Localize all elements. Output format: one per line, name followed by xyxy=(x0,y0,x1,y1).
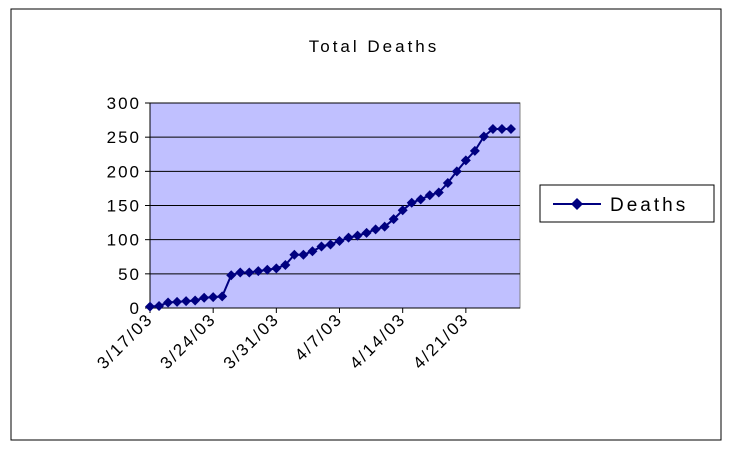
y-axis: 0 50 100 150 200 250 300 xyxy=(107,94,151,318)
data-point xyxy=(226,270,237,281)
data-point xyxy=(361,227,372,238)
data-point xyxy=(433,187,444,198)
legend-marker-icon xyxy=(571,198,583,210)
series-deaths xyxy=(145,123,516,312)
data-point xyxy=(172,296,183,307)
data-point xyxy=(388,214,399,225)
data-point xyxy=(469,145,480,156)
data-point xyxy=(244,267,255,278)
data-point xyxy=(343,232,354,243)
y-tick-label: 150 xyxy=(107,197,141,216)
data-point xyxy=(307,246,318,257)
data-point xyxy=(487,123,498,134)
data-point xyxy=(442,177,453,188)
data-point xyxy=(451,166,462,177)
data-point xyxy=(379,221,390,232)
y-tick-label: 100 xyxy=(107,231,141,250)
y-tick-label: 0 xyxy=(130,299,141,318)
data-point xyxy=(505,123,516,134)
y-tick-label: 50 xyxy=(118,265,141,284)
legend: Deaths xyxy=(539,184,715,223)
data-point xyxy=(271,263,282,274)
data-point xyxy=(298,249,309,260)
data-point xyxy=(262,264,273,275)
data-point xyxy=(199,292,210,303)
chart-title: Total Deaths xyxy=(309,37,440,56)
data-point xyxy=(397,205,408,216)
data-point xyxy=(334,236,345,247)
data-point xyxy=(415,194,426,205)
data-point xyxy=(325,239,336,250)
y-tick-label: 300 xyxy=(107,94,141,113)
y-tick-label: 200 xyxy=(107,162,141,181)
data-point xyxy=(478,131,489,142)
data-point xyxy=(217,291,228,302)
data-point xyxy=(190,295,201,306)
data-point xyxy=(460,155,471,166)
data-point xyxy=(406,197,417,208)
data-point xyxy=(316,241,327,252)
data-point xyxy=(370,224,381,235)
y-tick-label: 250 xyxy=(107,128,141,147)
data-point xyxy=(208,292,219,303)
data-point xyxy=(496,123,507,134)
data-point xyxy=(154,300,165,311)
data-point xyxy=(163,297,174,308)
data-point xyxy=(253,266,264,277)
legend-label: Deaths xyxy=(610,195,688,216)
data-point xyxy=(352,230,363,241)
data-point xyxy=(424,190,435,201)
data-point xyxy=(145,301,155,312)
data-point xyxy=(289,249,300,260)
data-point xyxy=(280,259,291,270)
data-point xyxy=(235,267,246,278)
data-point xyxy=(181,296,192,307)
